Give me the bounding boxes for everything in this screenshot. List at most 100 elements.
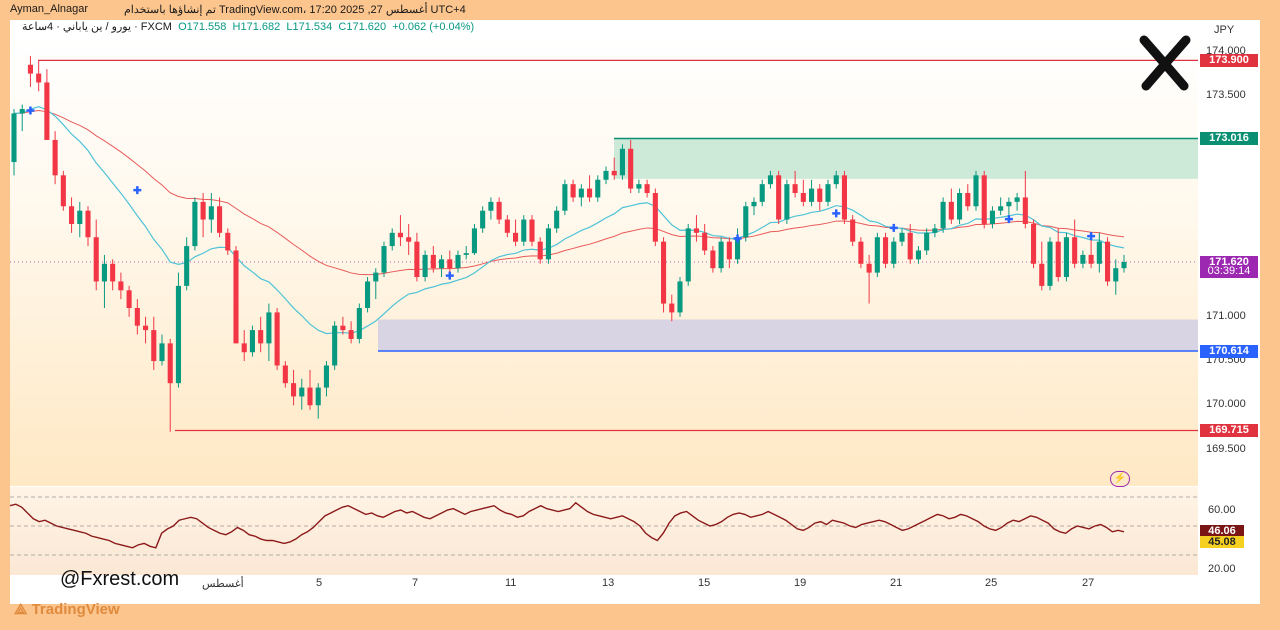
candle-body (1055, 241, 1061, 278)
candle-body (948, 201, 954, 220)
ema-slow-line (13, 110, 1125, 276)
candle-body (669, 303, 675, 313)
candle-body (817, 188, 823, 202)
candle-body (282, 365, 288, 384)
candle-body (973, 175, 979, 207)
candle-body (1121, 261, 1127, 269)
candle-body (365, 281, 371, 308)
x-tick-label: 25 (985, 577, 998, 589)
rsi-tick-label: 60.00 (1208, 504, 1236, 516)
candle-countdown: 03:39:14 (1200, 265, 1258, 278)
candle-body (619, 148, 625, 176)
candle-body (554, 210, 560, 229)
candle-body (332, 325, 338, 366)
candle-body (693, 228, 699, 233)
cross-marker (1087, 232, 1096, 241)
candle-body (455, 254, 461, 269)
candle-body (480, 210, 486, 229)
candle-body (899, 232, 905, 242)
candle-body (915, 250, 921, 260)
candle-body (184, 246, 190, 286)
lightning-icon[interactable]: ⚡ (1110, 471, 1130, 487)
candle-body (323, 365, 329, 388)
candle-body (611, 170, 617, 176)
x-tick-label: 15 (698, 577, 711, 589)
candle-body (578, 188, 584, 198)
support-price-tag: 170.614 (1200, 345, 1258, 358)
candle-body (225, 232, 231, 251)
candle-body (167, 343, 173, 384)
candle-body (340, 325, 346, 331)
rsi-pane (10, 487, 1198, 575)
candle-body (718, 241, 724, 269)
candle-body (430, 254, 436, 269)
candle-body (981, 175, 987, 224)
candle-body (93, 237, 99, 282)
candle-body (603, 170, 609, 180)
candle-body (1014, 197, 1020, 202)
candle-body (217, 206, 223, 233)
candle-body (258, 330, 264, 344)
candle-body (249, 330, 255, 353)
candle-body (636, 184, 642, 189)
x-tick-label: 21 (890, 577, 903, 589)
candle-body (545, 228, 551, 260)
candle-body (299, 387, 305, 397)
candle-body (792, 184, 798, 194)
resistance-price-tag: 173.900 (1200, 54, 1258, 67)
candle-body (463, 253, 469, 255)
candle-body (143, 325, 149, 331)
x-tick-label: 19 (794, 577, 807, 589)
ohlc-high: H171.682 (232, 21, 281, 33)
candle-body (118, 281, 124, 291)
y-tick-label: 169.500 (1206, 443, 1246, 455)
candle-body (521, 219, 527, 242)
candle-body (389, 232, 395, 247)
candle-body (710, 250, 716, 269)
candle-body (151, 330, 157, 362)
x-tick-label: أغسطس (202, 578, 244, 590)
candle-body (595, 179, 601, 198)
candle-body (27, 64, 33, 74)
y-tick-label: 171.000 (1206, 310, 1246, 322)
candle-body (126, 290, 132, 308)
candle-body (200, 201, 206, 220)
brand-logo-icon (1139, 35, 1191, 91)
candle-body (998, 206, 1004, 211)
y-tick-label: 170.000 (1206, 398, 1246, 410)
candle-body (767, 175, 773, 185)
candle-body (965, 193, 971, 207)
candle-body (266, 312, 272, 344)
candle-body (397, 232, 403, 238)
candle-body (776, 175, 782, 220)
candle-body (504, 219, 510, 233)
candle-body (1039, 263, 1045, 286)
cross-marker (889, 223, 898, 232)
candle-body (1022, 197, 1028, 224)
candle-body (307, 387, 313, 406)
symbol-info: يورو / ين ياباني · 4ساعة · FXCM O171.558… (22, 20, 474, 33)
published-info: تم إنشاؤها باستخدام TradingView.com، 17:… (124, 4, 466, 16)
candle-body (850, 219, 856, 242)
rsi-value-tag: 46.06 (1200, 525, 1244, 537)
cross-marker (733, 234, 742, 243)
candle-body (315, 387, 321, 406)
candle-body (233, 250, 239, 344)
candle-body (825, 184, 831, 202)
x-tick-label: 27 (1082, 577, 1095, 589)
candle-body (726, 241, 732, 260)
candle-body (11, 113, 17, 163)
watermark-text: @Fxrest.com (60, 568, 180, 590)
y-tick-label: 173.500 (1206, 89, 1246, 101)
candle-body (570, 184, 576, 198)
candle-body (348, 330, 354, 339)
candle-body (406, 237, 412, 242)
candle-body (562, 184, 568, 211)
candle-body (759, 184, 765, 202)
candle-body (537, 241, 543, 260)
candle-body (175, 285, 181, 384)
candle-body (134, 307, 140, 326)
ohlc-low: L171.534 (286, 21, 333, 33)
candle-body (422, 254, 428, 278)
candle-body (891, 241, 897, 264)
